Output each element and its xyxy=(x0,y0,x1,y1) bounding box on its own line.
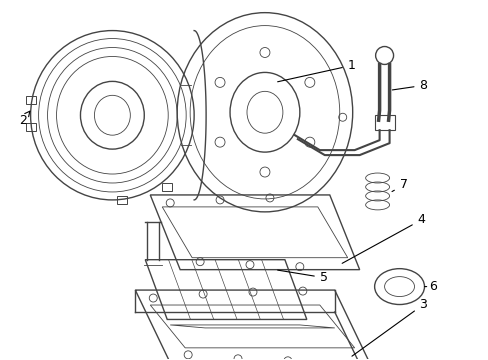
Bar xyxy=(162,183,172,191)
Text: 7: 7 xyxy=(391,179,407,192)
Text: 1: 1 xyxy=(277,59,355,82)
Bar xyxy=(117,196,127,204)
Text: 2: 2 xyxy=(19,111,30,127)
Bar xyxy=(25,96,36,104)
Text: 3: 3 xyxy=(351,298,427,356)
Text: 8: 8 xyxy=(391,79,427,92)
Text: 5: 5 xyxy=(277,270,327,284)
Text: 4: 4 xyxy=(342,213,425,263)
Bar xyxy=(374,115,394,130)
Text: 6: 6 xyxy=(424,280,436,293)
Bar xyxy=(25,123,36,131)
